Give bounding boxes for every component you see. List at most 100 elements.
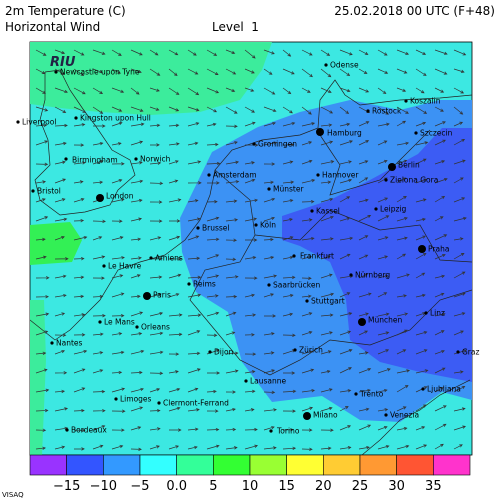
wind-arrow [54,160,66,165]
wind-arrow [434,443,444,450]
wind-arrow [73,49,85,56]
wind-arrow [187,408,200,412]
wind-arrow [92,236,103,241]
wind-arrow [149,200,163,204]
city-label: Lausanne [250,377,287,386]
wind-arrow [92,389,106,394]
wind-arrow [434,106,444,112]
city-dot [267,283,271,287]
wind-arrow [453,386,466,393]
wind-arrow [73,387,86,393]
wind-arrow [130,122,145,127]
city-dot [384,413,388,417]
wind-arrow [149,181,164,186]
wind-arrow [225,311,237,317]
wind-arrow [54,123,68,128]
city-dot [54,70,58,74]
wind-arrow [92,124,106,128]
wind-arrow [54,349,66,355]
wind-arrow [206,237,220,242]
wind-arrow [263,106,277,113]
wind-arrow [263,274,278,279]
wind-arrow [206,349,220,355]
wind-arrow [35,388,50,393]
wind-arrow [377,349,390,355]
wind-arrow [358,214,372,222]
wind-arrow [301,389,316,393]
wind-arrow [244,256,257,260]
wind-arrow [187,256,201,261]
wind-arrow [130,68,142,74]
wind-arrow [35,295,49,299]
wind-arrow [377,255,389,260]
subtitle: Horizontal Wind [5,20,100,34]
wind-arrow [339,406,349,412]
wind-arrow [168,106,180,112]
wind-arrow [73,219,85,223]
wind-arrow [187,68,199,75]
wind-arrow [92,219,106,224]
wind-arrow [35,237,46,242]
wind-arrow [130,161,143,165]
wind-arrow [35,140,49,146]
wind-arrow [187,87,200,96]
wind-arrow [225,124,238,128]
colorbar-cell [286,454,324,476]
wind-arrow [339,367,352,374]
wind-arrow [358,49,369,55]
wind-arrow [377,408,389,412]
wind-arrow [453,330,464,336]
wind-arrow [168,235,181,241]
wind-arrow [225,407,236,412]
wind-arrow [206,333,218,337]
wind-arrow [206,161,221,166]
wind-arrow [377,388,388,393]
wind-arrow [415,349,428,355]
wind-arrow [92,87,104,94]
wind-arrow [92,49,106,55]
city-dot [324,63,328,67]
wind-arrow [263,369,276,374]
wind-arrow [320,388,333,393]
wind-arrow [358,177,369,184]
wind-arrow [206,49,218,56]
city-label: Köln [260,221,276,230]
wind-arrow [434,405,447,412]
wind-arrow [339,140,353,146]
colorbar-label: 10 [242,479,259,494]
wind-arrow [396,141,410,146]
wind-arrow [73,180,84,184]
colorbar: −15 −10 −5 0.0 5 10 15 20 25 30 35 [29,454,471,494]
city-label: München [368,316,402,325]
wind-arrow [339,68,351,76]
city-dot [316,173,320,177]
colorbar-label: −5 [130,479,149,494]
city-dot [157,401,161,405]
wind-arrow [320,49,331,56]
city-dot [316,128,324,136]
wind-arrow [244,161,255,165]
city-label: Norwich [140,155,171,164]
wind-arrow [453,121,464,127]
wind-arrow [35,428,47,432]
wind-arrow [244,352,257,356]
wind-arrow [358,368,372,374]
wind-arrow [301,368,315,374]
wind-arrow [111,236,124,241]
wind-arrow [73,428,86,433]
wind-arrow [339,425,352,431]
wind-arrow [415,158,427,165]
city-dot [424,311,428,315]
city-label: Venezia [390,411,419,420]
wind-arrow [130,217,143,222]
wind-arrow [149,219,163,223]
wind-arrow [35,408,49,413]
wind-arrow [339,196,351,203]
wind-arrow [54,235,65,241]
wind-arrow [168,332,183,337]
wind-arrow [149,236,162,241]
wind-arrow [434,387,444,393]
wind-arrow [225,275,239,279]
wind-arrow [339,446,352,450]
wind-arrow [377,426,388,431]
